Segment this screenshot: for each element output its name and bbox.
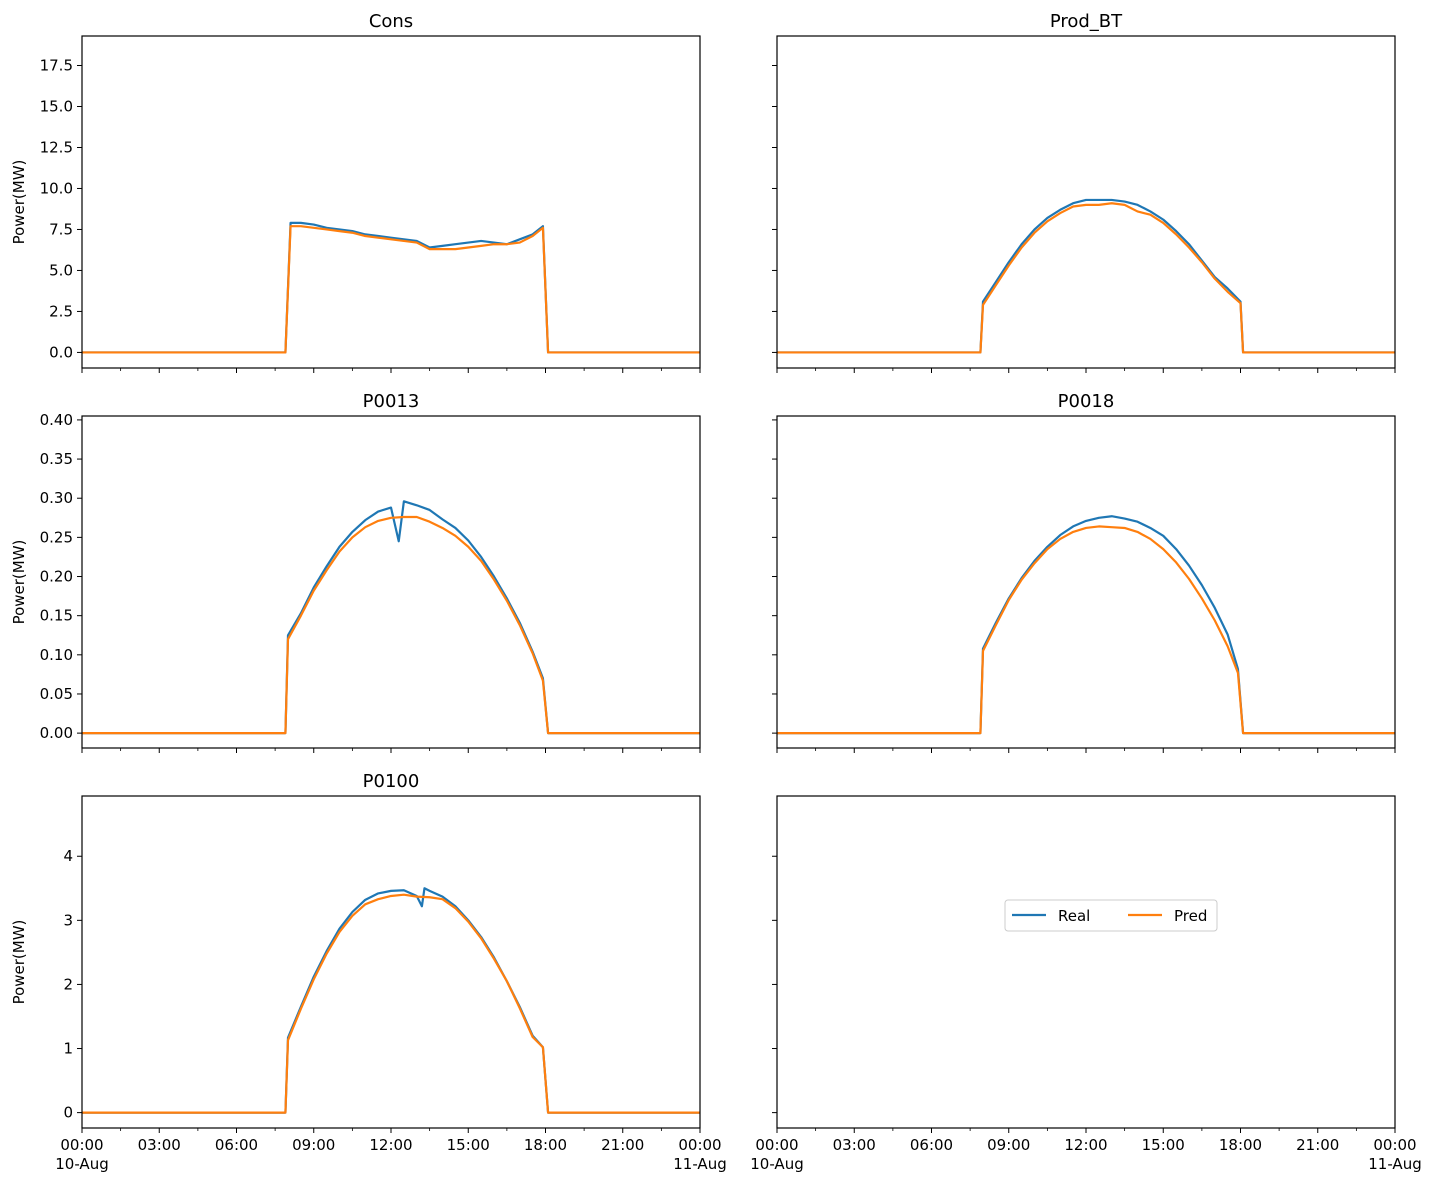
x-tick-label: 18:00: [1219, 1136, 1262, 1154]
x-date-end: 11-Aug: [673, 1155, 726, 1173]
y-tick-label: 1: [63, 1040, 73, 1058]
y-axis-label: Power(MW): [10, 540, 28, 625]
subplot-cons: Cons 0.0 2.5 5.0 7.5 10.0 12.5 15.0 17.5 Power(MW…: [10, 11, 701, 373]
y-tick-label: 0: [63, 1104, 73, 1122]
series-line-pred: [82, 515, 700, 735]
y-tick-label: 0.0: [49, 343, 73, 361]
legend-panel: Real Pred: [776, 795, 1396, 1129]
y-tick-label: 15.0: [40, 97, 73, 115]
series-line-real: [82, 887, 700, 1114]
y-tick-label: 0.15: [40, 607, 73, 625]
x-tick-label: 00:00: [60, 1136, 103, 1154]
y-tick-label: 0.40: [40, 411, 73, 429]
y-tick-label: 2.5: [49, 302, 73, 320]
y-tick-label: 10.0: [40, 179, 73, 197]
y-tick-label: 0.35: [40, 450, 73, 468]
y-tick-label: 0.25: [40, 528, 73, 546]
legend-box: [1004, 899, 1218, 932]
subplot-prod-bt: Prod_BT: [772, 11, 1396, 373]
x-tick-label: 00:00: [755, 1136, 798, 1154]
series-line-real: [777, 198, 1395, 354]
x-tick-label: 06:00: [215, 1136, 258, 1154]
subplot-title: P0013: [363, 391, 420, 412]
subplot-p0018: P0018: [772, 391, 1396, 753]
x-tick-label: 03:00: [833, 1136, 876, 1154]
y-tick-label: 0.20: [40, 568, 73, 586]
x-tick-label: 18:00: [524, 1136, 567, 1154]
subplots: Cons 0.0 2.5 5.0 7.5 10.0 12.5 15.0 17.5 Power(MW…: [10, 11, 1422, 1173]
y-tick-label: 7.5: [49, 220, 73, 238]
x-date-end: 11-Aug: [1368, 1155, 1421, 1173]
y-tick-label: 12.5: [40, 138, 73, 156]
legend-label-real: Real: [1058, 907, 1090, 925]
x-tick-label: 06:00: [910, 1136, 953, 1154]
subplot-title: Prod_BT: [1050, 11, 1123, 32]
plot-frame: [81, 35, 701, 369]
series-line-pred: [777, 525, 1395, 735]
x-tick-label: 09:00: [987, 1136, 1030, 1154]
y-axis-label: Power(MW): [10, 160, 28, 245]
subplot-p0100: P0100 0 1 2 3 4 Power(MW) 00:00 03:00 06:00 09:00 1…: [10, 771, 727, 1173]
plot-frame: [776, 35, 1396, 369]
x-tick-label: 00:00: [678, 1136, 721, 1154]
plot-frame: [81, 795, 701, 1129]
y-tick-label: 0.10: [40, 646, 73, 664]
y-axis-label: Power(MW): [10, 920, 28, 1005]
x-tick-label: 12:00: [369, 1136, 412, 1154]
y-tick-label: 4: [63, 847, 73, 865]
x-date-start: 10-Aug: [750, 1155, 803, 1173]
y-tick-label: 5.0: [49, 261, 73, 279]
legend: Real Pred: [1004, 899, 1218, 932]
x-tick-label: 21:00: [601, 1136, 644, 1154]
series-line-pred: [82, 225, 700, 354]
series-line-pred: [82, 893, 700, 1114]
x-tick-label: 15:00: [1142, 1136, 1185, 1154]
legend-panel-frame: [776, 795, 1396, 1129]
x-tick-label: 12:00: [1064, 1136, 1107, 1154]
y-tick-label: 3: [63, 911, 73, 929]
subplot-p0013: P0013 0.00 0.05 0.10 0.15 0.20 0.25 0.30 0.35 0.4…: [10, 391, 701, 753]
series-line-real: [82, 500, 700, 735]
y-tick-label: 0.05: [40, 685, 73, 703]
plot-frame: [776, 415, 1396, 749]
subplot-title: P0018: [1058, 391, 1115, 412]
x-tick-label: 09:00: [292, 1136, 335, 1154]
series-line-real: [82, 221, 700, 354]
plot-frame: [81, 415, 701, 749]
x-date-start: 10-Aug: [55, 1155, 108, 1173]
subplot-title: P0100: [363, 771, 420, 792]
y-tick-label: 0.30: [40, 489, 73, 507]
subplot-empty-axes: 00:00 03:00 06:00 09:00 12:00 15:00 18:00 21:00…: [750, 855, 1422, 1173]
series-line-real: [777, 515, 1395, 735]
subplot-title: Cons: [369, 11, 413, 32]
x-tick-label: 21:00: [1296, 1136, 1339, 1154]
y-tick-label: 2: [63, 975, 73, 993]
y-tick-label: 0.00: [40, 724, 73, 742]
legend-label-pred: Pred: [1174, 907, 1207, 925]
x-tick-label: 00:00: [1373, 1136, 1416, 1154]
x-tick-label: 15:00: [447, 1136, 490, 1154]
x-tick-label: 03:00: [138, 1136, 181, 1154]
y-tick-label: 17.5: [40, 57, 73, 75]
series-line-pred: [777, 202, 1395, 354]
